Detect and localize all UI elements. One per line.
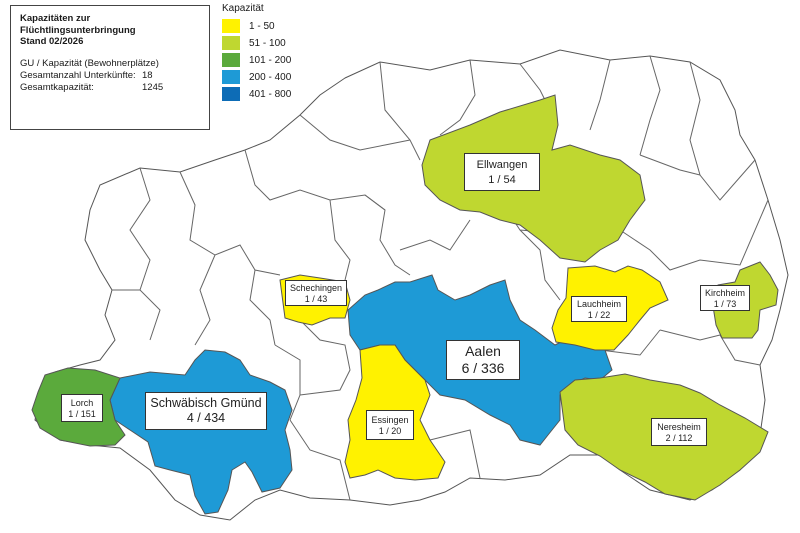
label-value: 6 / 336 (461, 360, 505, 376)
info-subtitle: GU / Kapazität (Bewohnerplätze) (20, 57, 159, 69)
label-kirchheim[interactable]: Kirchheim 1 / 73 (700, 285, 750, 311)
info-title-line: Flüchtlingsunterbringung (20, 24, 136, 36)
label-value: 2 / 112 (665, 433, 693, 443)
label-lorch[interactable]: Lorch 1 / 151 (61, 394, 103, 422)
label-name: Kirchheim (704, 288, 745, 298)
label-value: 1 / 22 (587, 310, 611, 320)
total-count-value: 18 (142, 69, 153, 81)
label-value: 1 / 151 (68, 409, 96, 419)
total-count-label: Gesamtanzahl Unterkünfte: (20, 69, 136, 81)
legend-label: 401 - 800 (249, 88, 292, 100)
legend-item: 1 - 50 (222, 18, 291, 34)
label-schwaebisch-gmuend[interactable]: Schwäbisch Gmünd 4 / 434 (145, 392, 267, 430)
legend-swatch (222, 70, 240, 84)
municipality-borders (112, 55, 769, 501)
label-ellwangen[interactable]: Ellwangen 1 / 54 (464, 153, 540, 191)
label-value: 1 / 20 (378, 426, 402, 436)
label-value: 1 / 54 (488, 174, 516, 186)
total-count-row: Gesamtanzahl Unterkünfte: 18 (20, 70, 200, 82)
legend-item: 51 - 100 (222, 35, 291, 51)
legend-label: 200 - 400 (249, 71, 292, 83)
legend-label: 101 - 200 (249, 54, 292, 66)
total-capacity-value: 1245 (142, 81, 164, 93)
legend-item: 200 - 400 (222, 69, 291, 85)
label-name: Ellwangen (476, 159, 528, 171)
label-name: Neresheim (657, 422, 701, 432)
label-name: Lauchheim (576, 299, 622, 309)
label-name: Lorch (70, 398, 94, 408)
legend-label: 1 - 50 (249, 20, 275, 32)
total-capacity-label: Gesamtkapazität: (20, 81, 94, 93)
label-name: Schechingen (289, 283, 343, 293)
info-box: Kapazitäten zur Flüchtlingsunterbringung… (10, 5, 210, 130)
info-title: Kapazitäten zur Flüchtlingsunterbringung… (20, 13, 200, 48)
label-neresheim[interactable]: Neresheim 2 / 112 (651, 418, 707, 446)
label-name: Essingen (371, 415, 409, 425)
legend-swatch (222, 53, 240, 67)
info-title-line: Stand 02/2026 (20, 36, 84, 47)
municipality-schwaebisch-gmuend[interactable] (109, 349, 293, 515)
label-name: Aalen (465, 343, 501, 359)
label-value: 4 / 434 (186, 411, 226, 425)
legend-swatch (222, 36, 240, 50)
legend-item: 401 - 800 (222, 86, 291, 102)
label-aalen[interactable]: Aalen 6 / 336 (446, 340, 520, 380)
label-value: 1 / 43 (304, 294, 328, 304)
legend-item: 101 - 200 (222, 52, 291, 68)
label-schechingen[interactable]: Schechingen 1 / 43 (285, 280, 347, 306)
label-essingen[interactable]: Essingen 1 / 20 (366, 410, 414, 440)
label-name: Schwäbisch Gmünd (150, 396, 262, 410)
total-capacity-row: Gesamtkapazität: 1245 (20, 82, 200, 94)
legend-swatch (222, 87, 240, 101)
legend: Kapazität 1 - 50 51 - 100 101 - 200 200 … (222, 3, 291, 103)
legend-label: 51 - 100 (249, 37, 286, 49)
label-lauchheim[interactable]: Lauchheim 1 / 22 (571, 296, 627, 322)
label-value: 1 / 73 (713, 299, 737, 309)
legend-title: Kapazität (222, 3, 264, 14)
info-title-line: Kapazitäten zur (20, 13, 91, 24)
legend-swatch (222, 19, 240, 33)
